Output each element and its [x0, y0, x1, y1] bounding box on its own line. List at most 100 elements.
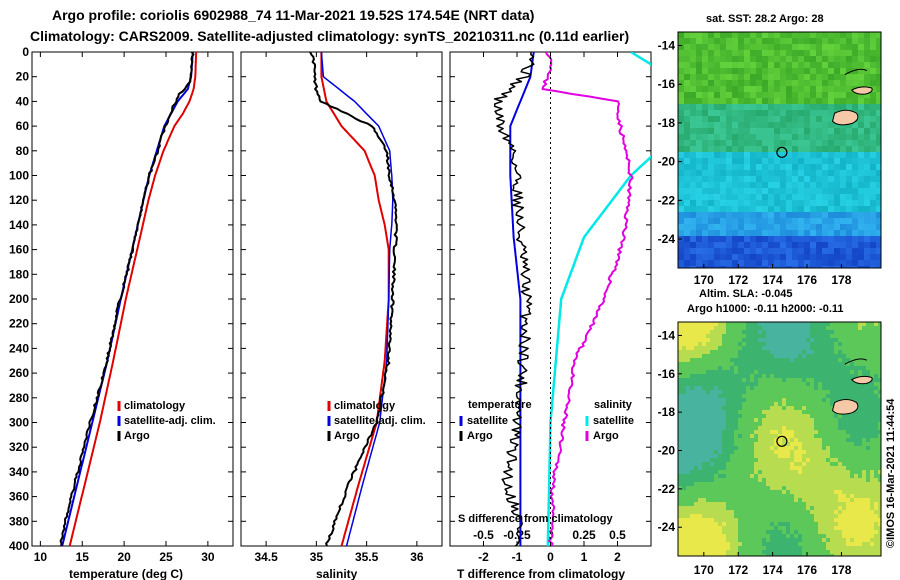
field-cell — [758, 354, 763, 359]
field-cell — [806, 482, 811, 487]
field-cell — [774, 346, 779, 351]
field-cell — [870, 248, 877, 255]
field-cell — [826, 374, 831, 379]
field-cell — [798, 482, 803, 487]
field-cell — [738, 354, 743, 359]
field-cell — [866, 402, 871, 407]
field-cell — [794, 338, 799, 343]
field-cell — [862, 518, 867, 523]
field-cell — [750, 322, 755, 327]
field-cell — [828, 248, 835, 255]
field-cell — [858, 254, 865, 261]
field-cell — [758, 554, 763, 556]
field-cell — [770, 546, 775, 551]
field-cell — [756, 44, 763, 51]
field-cell — [878, 398, 881, 403]
field-cell — [866, 394, 871, 399]
field-cell — [834, 194, 841, 201]
field-cell — [806, 346, 811, 351]
field-cell — [834, 188, 841, 195]
field-cell — [686, 498, 691, 503]
field-cell — [730, 450, 735, 455]
field-cell — [790, 342, 795, 347]
field-cell — [722, 454, 727, 459]
field-cell — [774, 254, 781, 261]
field-cell — [762, 224, 769, 231]
field-cell — [678, 146, 685, 153]
field-cell — [870, 446, 875, 451]
field-cell — [730, 554, 735, 556]
field-cell — [718, 498, 723, 503]
field-cell — [778, 454, 783, 459]
field-cell — [778, 406, 783, 411]
field-cell — [780, 158, 787, 165]
field-cell — [854, 478, 859, 483]
field-cell — [686, 354, 691, 359]
field-cell — [774, 478, 779, 483]
field-cell — [730, 386, 735, 391]
field-cell — [794, 522, 799, 527]
field-cell — [828, 92, 835, 99]
field-cell — [840, 128, 847, 135]
field-cell — [678, 450, 683, 455]
field-cell — [722, 466, 727, 471]
field-cell — [732, 98, 739, 105]
field-cell — [794, 502, 799, 507]
field-cell — [682, 534, 687, 539]
field-cell — [738, 542, 743, 547]
field-cell — [858, 390, 863, 395]
field-cell — [780, 38, 787, 45]
field-cell — [802, 474, 807, 479]
field-cell — [730, 434, 735, 439]
field-cell — [870, 266, 877, 268]
field-cell — [698, 498, 703, 503]
field-cell — [814, 354, 819, 359]
field-cell — [774, 434, 779, 439]
field-cell — [852, 74, 859, 81]
field-cell — [726, 330, 731, 335]
field-cell — [838, 418, 843, 423]
field-cell — [864, 254, 871, 261]
field-cell — [858, 224, 865, 231]
field-cell — [708, 86, 715, 93]
field-cell — [790, 454, 795, 459]
field-cell — [852, 146, 859, 153]
temperature-legend: climatology satellite-adj. clim. Argo — [117, 400, 216, 442]
field-cell — [774, 50, 781, 57]
field-cell — [746, 466, 751, 471]
field-cell — [828, 206, 835, 213]
field-cell — [838, 546, 843, 551]
field-cell — [792, 236, 799, 243]
field-cell — [774, 230, 781, 237]
field-cell — [814, 522, 819, 527]
field-cell — [870, 450, 875, 455]
field-cell — [746, 530, 751, 535]
field-cell — [698, 470, 703, 475]
field-cell — [802, 386, 807, 391]
field-cell — [774, 398, 779, 403]
field-cell — [816, 98, 823, 105]
field-cell — [870, 146, 877, 153]
field-cell — [678, 478, 683, 483]
field-cell — [726, 498, 731, 503]
field-cell — [786, 554, 791, 556]
field-cell — [690, 134, 697, 141]
field-cell — [770, 330, 775, 335]
depth-tick-label: 400 — [9, 539, 29, 553]
field-cell — [806, 406, 811, 411]
field-cell — [866, 342, 871, 347]
field-cell — [734, 406, 739, 411]
field-cell — [694, 446, 699, 451]
field-cell — [876, 98, 881, 105]
field-cell — [876, 230, 881, 237]
field-cell — [678, 104, 685, 111]
field-cell — [782, 522, 787, 527]
field-cell — [722, 370, 727, 375]
field-cell — [698, 422, 703, 427]
field-cell — [762, 338, 767, 343]
field-cell — [742, 330, 747, 335]
field-cell — [846, 386, 851, 391]
field-cell — [762, 382, 767, 387]
field-cell — [742, 546, 747, 551]
field-cell — [678, 266, 685, 268]
